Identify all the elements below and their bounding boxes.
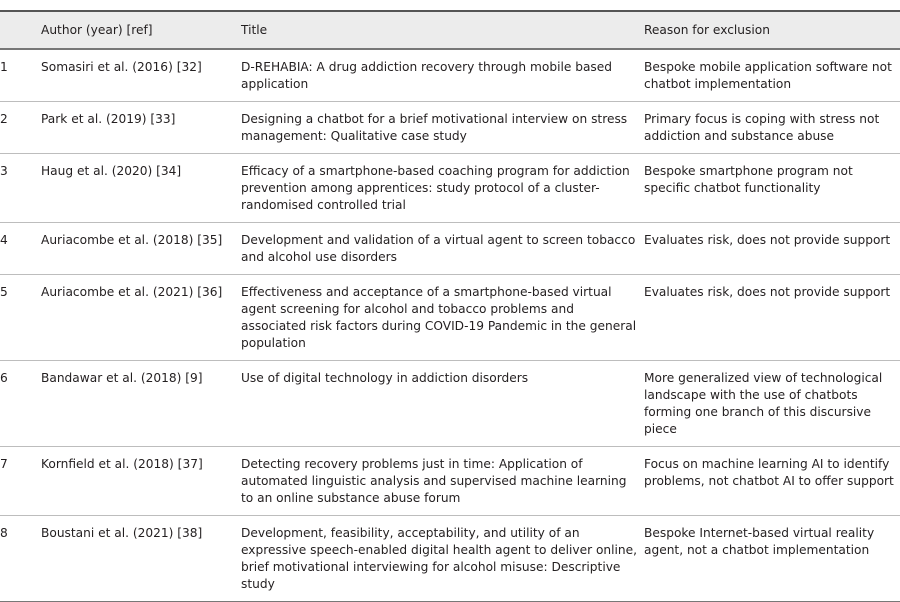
row-author: Bandawar et al. (2018) [9] bbox=[41, 360, 241, 447]
header-number bbox=[0, 10, 41, 50]
exclusion-table: Author (year) [ref] Title Reason for exc… bbox=[0, 10, 900, 602]
table-row: 5 Auriacombe et al. (2021) [36] Effectiven… bbox=[0, 274, 900, 361]
row-author: Somasiri et al. (2016) [32] bbox=[41, 49, 241, 102]
table-row: 2 Park et al. (2019) [33] Designing a chat… bbox=[0, 101, 900, 154]
row-number: 8 bbox=[0, 515, 41, 602]
row-author: Park et al. (2019) [33] bbox=[41, 101, 241, 154]
row-reason: Bespoke smartphone program not specific … bbox=[644, 153, 900, 223]
row-author: Auriacombe et al. (2018) [35] bbox=[41, 222, 241, 275]
row-number: 6 bbox=[0, 360, 41, 447]
row-title: Detecting recovery problems just in time… bbox=[241, 446, 644, 516]
header-author: Author (year) [ref] bbox=[41, 10, 241, 50]
row-title: Designing a chatbot for a brief motivati… bbox=[241, 101, 644, 154]
table-row: 4 Auriacombe et al. (2018) [35] Developmen… bbox=[0, 222, 900, 275]
row-number: 2 bbox=[0, 101, 41, 154]
row-title: D-REHABIA: A drug addiction recovery thr… bbox=[241, 49, 644, 102]
row-reason: Bespoke Internet-based virtual reality a… bbox=[644, 515, 900, 602]
row-author: Auriacombe et al. (2021) [36] bbox=[41, 274, 241, 361]
row-reason: Primary focus is coping with stress not … bbox=[644, 101, 900, 154]
header-row: Author (year) [ref] Title Reason for exc… bbox=[0, 10, 900, 50]
table-row: 1 Somasiri et al. (2016) [32] D-REHABIA: A… bbox=[0, 49, 900, 102]
row-reason: More generalized view of technological l… bbox=[644, 360, 900, 447]
row-number: 4 bbox=[0, 222, 41, 275]
row-reason: Evaluates risk, does not provide support bbox=[644, 274, 900, 361]
row-author: Boustani et al. (2021) [38] bbox=[41, 515, 241, 602]
row-number: 1 bbox=[0, 49, 41, 102]
row-number: 7 bbox=[0, 446, 41, 516]
row-title: Development and validation of a virtual … bbox=[241, 222, 644, 275]
row-author: Kornfield et al. (2018) [37] bbox=[41, 446, 241, 516]
row-author: Haug et al. (2020) [34] bbox=[41, 153, 241, 223]
row-reason: Bespoke mobile application software not … bbox=[644, 49, 900, 102]
header-reason: Reason for exclusion bbox=[644, 10, 900, 50]
row-title: Use of digital technology in addiction d… bbox=[241, 360, 644, 447]
row-reason: Evaluates risk, does not provide support bbox=[644, 222, 900, 275]
row-number: 3 bbox=[0, 153, 41, 223]
table-row: 3 Haug et al. (2020) [34] Efficacy of a sm… bbox=[0, 153, 900, 223]
row-reason: Focus on machine learning AI to identify… bbox=[644, 446, 900, 516]
row-title: Development, feasibility, acceptability,… bbox=[241, 515, 644, 602]
row-number: 5 bbox=[0, 274, 41, 361]
row-title: Efficacy of a smartphone-based coaching … bbox=[241, 153, 644, 223]
header-title: Title bbox=[241, 10, 644, 50]
table-row: 7 Kornfield et al. (2018) [37] Detecting r… bbox=[0, 446, 900, 516]
table-row: 8 Boustani et al. (2021) [38] Development,… bbox=[0, 515, 900, 602]
row-title: Effectiveness and acceptance of a smartp… bbox=[241, 274, 644, 361]
table-row: 6 Bandawar et al. (2018) [9] Use of digita… bbox=[0, 360, 900, 447]
